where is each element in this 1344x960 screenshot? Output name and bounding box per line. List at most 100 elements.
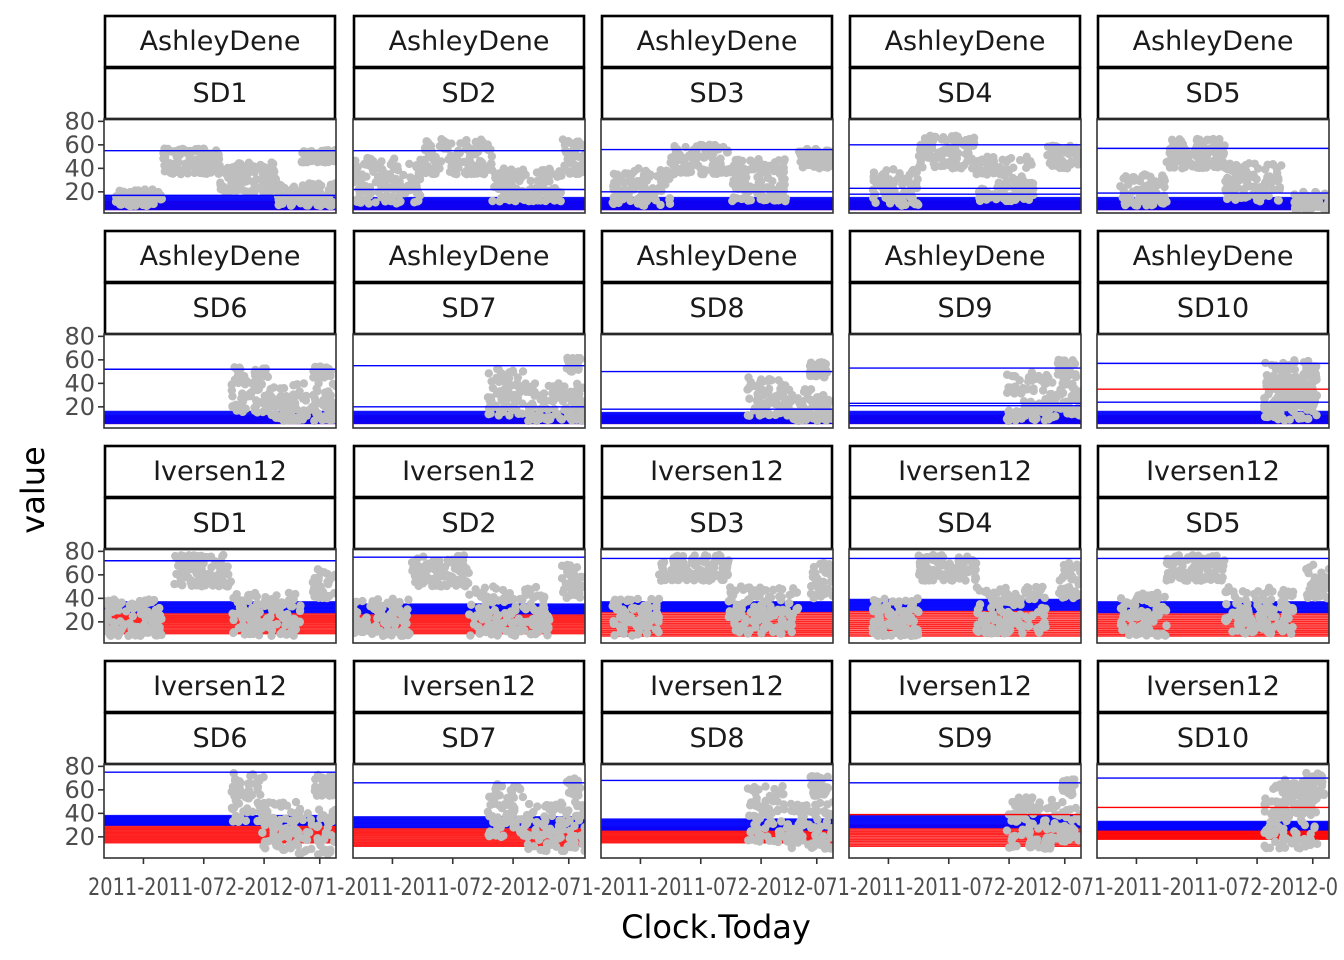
- data-point: [474, 603, 484, 613]
- strip-name: [352, 66, 586, 121]
- data-point: [1179, 158, 1189, 167]
- data-point: [1260, 165, 1270, 174]
- panel-border: [352, 333, 586, 429]
- data-point: [227, 386, 237, 395]
- data-point: [1204, 135, 1213, 145]
- data-point: [951, 150, 961, 159]
- data-point: [128, 604, 138, 614]
- data-point: [567, 416, 577, 425]
- strip-experiment: [352, 14, 586, 69]
- strip-experiment: [103, 229, 337, 284]
- data-point: [728, 591, 738, 600]
- data-point: [221, 169, 231, 179]
- data-point: [743, 583, 753, 593]
- data-point: [1162, 621, 1171, 630]
- data-point: [1273, 378, 1283, 388]
- data-point: [360, 159, 369, 169]
- data-point: [143, 607, 153, 616]
- data-point: [989, 628, 998, 638]
- data-point: [428, 581, 438, 590]
- data-point: [1249, 172, 1258, 182]
- data-point: [177, 580, 187, 590]
- data-point: [451, 162, 461, 172]
- data-point: [763, 595, 773, 604]
- data-point: [1262, 378, 1271, 387]
- strip-name: [600, 66, 834, 121]
- data-point: [974, 604, 983, 613]
- data-point: [194, 144, 203, 154]
- data-point: [472, 588, 481, 598]
- data-point: [295, 606, 305, 616]
- panel-plot-area: [1097, 356, 1329, 425]
- data-point: [627, 169, 637, 179]
- data-point: [900, 607, 910, 616]
- data-point: [290, 189, 300, 198]
- data-point: [714, 166, 723, 176]
- data-point: [313, 197, 322, 206]
- data-point: [461, 582, 470, 591]
- data-point: [988, 610, 998, 619]
- data-point: [521, 379, 530, 388]
- data-point: [828, 591, 833, 601]
- data-point: [999, 171, 1008, 180]
- data-point: [657, 562, 667, 572]
- data-point: [329, 588, 336, 598]
- data-point: [777, 592, 786, 602]
- data-point: [415, 191, 425, 200]
- data-point: [1000, 622, 1010, 632]
- data-point: [409, 559, 419, 568]
- data-point: [298, 415, 308, 424]
- data-point: [1215, 142, 1224, 151]
- data-point: [312, 364, 321, 373]
- panel-border: [103, 118, 337, 214]
- strip-experiment: [1096, 444, 1330, 499]
- data-point: [1038, 582, 1047, 592]
- data-point: [1072, 591, 1081, 601]
- data-point: [411, 177, 421, 187]
- data-point: [651, 625, 661, 634]
- strip-name: [352, 496, 586, 551]
- data-point: [176, 573, 185, 583]
- data-point: [756, 399, 765, 408]
- data-point: [529, 614, 538, 624]
- data-point: [279, 629, 288, 638]
- data-point: [402, 619, 411, 628]
- data-point: [274, 200, 283, 210]
- data-point: [465, 610, 474, 619]
- data-point: [465, 590, 474, 599]
- data-point: [238, 407, 247, 417]
- strip-label-name: SD5: [1185, 508, 1240, 539]
- data-point: [1275, 185, 1284, 194]
- data-point: [155, 603, 164, 613]
- data-point: [206, 552, 216, 561]
- data-point: [1039, 610, 1049, 620]
- data-point: [1017, 389, 1026, 398]
- data-point: [772, 166, 781, 175]
- data-point: [1218, 157, 1228, 167]
- data-point: [1046, 389, 1055, 399]
- data-point: [313, 565, 323, 574]
- data-point: [896, 631, 905, 640]
- data-point: [1015, 156, 1025, 165]
- data-point: [961, 136, 970, 145]
- data-point: [369, 167, 378, 176]
- data-point: [172, 150, 181, 160]
- data-point: [806, 589, 816, 598]
- data-point: [258, 407, 268, 417]
- data-point: [764, 387, 773, 396]
- data-point: [563, 353, 572, 363]
- data-point: [260, 601, 269, 611]
- panel-plot-area: [601, 140, 833, 211]
- data-point: [493, 376, 502, 385]
- data-point: [1140, 182, 1150, 191]
- data-point: [312, 409, 321, 419]
- data-point: [705, 575, 715, 584]
- data-point: [388, 606, 398, 615]
- panel-plot-area: [104, 144, 336, 211]
- data-point: [1269, 160, 1278, 169]
- data-point: [241, 177, 250, 186]
- data-point: [630, 617, 639, 626]
- data-point: [894, 597, 904, 606]
